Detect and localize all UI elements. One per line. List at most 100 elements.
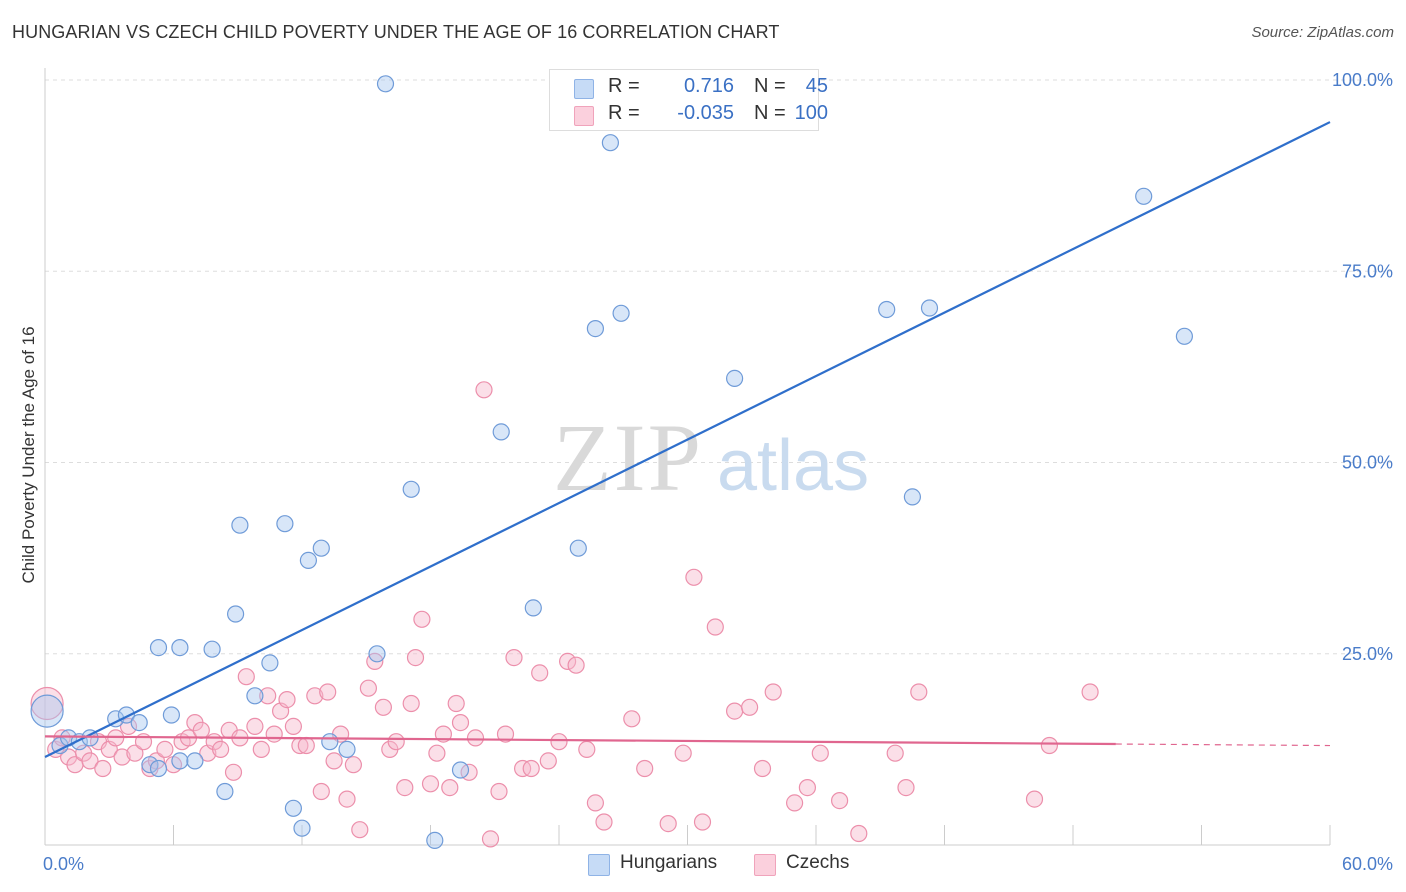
czech-point	[753, 759, 772, 778]
czech-point	[338, 790, 356, 808]
czech-point	[1081, 683, 1099, 701]
czech-point	[259, 687, 277, 705]
hungarian-point	[402, 480, 420, 498]
czech-trend-extension	[1115, 743, 1331, 747]
czech-point	[156, 740, 174, 759]
axes	[44, 68, 1331, 846]
legend-r-value: -0.035	[677, 102, 734, 124]
czech-point	[252, 740, 270, 759]
watermark-atlas: atlas	[717, 426, 869, 506]
czech-point	[374, 698, 392, 716]
czech-point	[674, 744, 692, 762]
legend-swatch-hungarians	[574, 79, 594, 99]
czech-point	[466, 729, 485, 747]
czech-point	[475, 381, 493, 399]
hungarian-point	[612, 304, 630, 322]
czech-point	[850, 824, 868, 843]
legend-r-label: R =	[608, 75, 640, 97]
hungarian-point	[141, 756, 159, 774]
czech-point	[1025, 790, 1044, 808]
czech-point	[306, 687, 324, 705]
czech-point	[224, 763, 243, 781]
correlation-legend: R = 0.716 N = 45 R = -0.035 N = 100	[549, 69, 828, 131]
czech-point	[740, 698, 759, 716]
czech-point	[319, 683, 337, 701]
hungarian-point	[338, 740, 356, 759]
czech-point	[396, 778, 414, 797]
czech-point	[30, 686, 64, 721]
hungarian-point	[725, 369, 744, 387]
hungarian-point	[426, 831, 444, 850]
hungarian-point	[246, 687, 264, 705]
legend-swatch-czechs	[574, 106, 594, 126]
gridlines	[45, 79, 1392, 655]
hungarian-point	[171, 752, 189, 770]
czech-point	[636, 759, 654, 778]
czech-point	[505, 648, 523, 667]
bottom-legend-swatch-czechs	[754, 854, 776, 876]
hungarian-point	[878, 300, 896, 319]
hungarian-point	[1135, 187, 1153, 205]
hungarian-point	[261, 654, 279, 672]
czech-point	[522, 759, 540, 778]
czech-point	[693, 813, 712, 831]
czech-point	[246, 717, 264, 736]
legend-r-value: 0.716	[683, 75, 734, 97]
legend-n-value: 100	[794, 102, 828, 124]
hungarian-point	[162, 706, 180, 724]
hungarian-point	[231, 516, 249, 534]
legend-n-label: N =	[754, 102, 786, 124]
hungarian-point	[524, 599, 542, 617]
hungarian-point	[451, 761, 470, 779]
czech-series	[30, 381, 1099, 848]
hungarian-point	[920, 299, 939, 317]
czech-point	[402, 694, 420, 713]
hungarian-point	[284, 799, 302, 817]
czech-point	[586, 794, 605, 812]
czech-point	[413, 610, 431, 628]
source-label: Source: ZipAtlas.com	[1251, 24, 1394, 41]
czech-point	[830, 791, 849, 810]
legend-n-label: N =	[754, 75, 786, 97]
hungarian-point	[30, 694, 64, 728]
hungarian-point	[312, 539, 330, 557]
hungarian-point	[227, 605, 245, 623]
y-axis-label: Child Poverty Under the Age of 16	[19, 326, 38, 583]
czech-point	[595, 813, 613, 831]
czech-point	[212, 740, 230, 759]
czech-point	[785, 794, 804, 812]
czech-point	[278, 690, 296, 709]
czech-point	[764, 683, 782, 701]
czech-point	[451, 713, 470, 732]
hungarian-point	[293, 819, 311, 837]
czech-point	[387, 733, 405, 751]
czech-point	[910, 683, 928, 701]
czech-point	[897, 778, 915, 797]
czech-point	[567, 656, 585, 674]
czech-point	[481, 830, 500, 848]
czech-point	[359, 679, 377, 697]
hungarian-point	[586, 320, 605, 338]
chart-title: HUNGARIAN VS CZECH CHILD POVERTY UNDER T…	[12, 22, 780, 42]
hungarian-point	[903, 488, 922, 506]
hungarian-point	[368, 645, 386, 663]
czech-point	[312, 782, 330, 801]
legend-n-value: 45	[805, 75, 828, 97]
czech-point	[725, 702, 744, 720]
y-tick-label: 25.0%	[1342, 644, 1393, 664]
czech-point	[325, 752, 343, 770]
hungarian-point	[130, 713, 148, 732]
hungarian-point	[149, 638, 168, 657]
czech-point	[447, 694, 465, 713]
hungarian-point	[171, 638, 189, 657]
czech-point	[113, 748, 131, 766]
czech-point	[94, 759, 112, 778]
czech-point	[192, 721, 210, 739]
czech-point	[811, 744, 829, 762]
hungarian-point	[299, 551, 317, 570]
hungarian-point	[569, 539, 587, 557]
hungarian-point	[276, 515, 294, 533]
czech-point	[659, 814, 677, 833]
legend-r-label: R =	[608, 102, 640, 124]
